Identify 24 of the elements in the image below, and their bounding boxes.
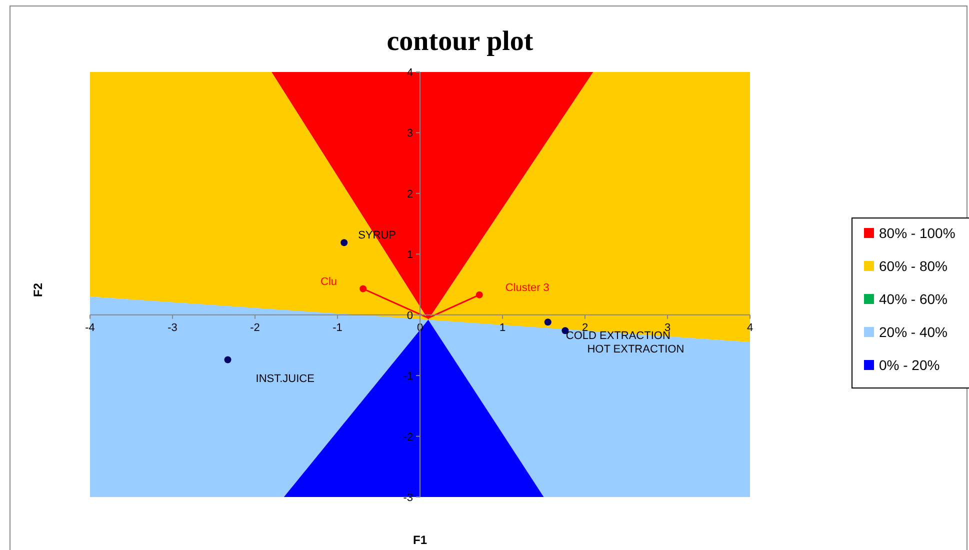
legend-label: 40% - 60% bbox=[879, 291, 948, 307]
legend-label: 20% - 40% bbox=[879, 324, 948, 340]
legend-label: 0% - 20% bbox=[879, 357, 940, 373]
annotation: HOT EXTRACTION bbox=[587, 344, 684, 356]
annotation: INST.JUICE bbox=[256, 372, 314, 385]
x-tick-label: 1 bbox=[499, 322, 506, 334]
x-tick-label: -1 bbox=[332, 322, 342, 334]
annotation: COLD EXTRACTION bbox=[566, 330, 670, 342]
y-tick-label: -1 bbox=[403, 370, 413, 383]
y-tick-label: 1 bbox=[406, 249, 413, 262]
chart-title: contour plot bbox=[386, 26, 534, 57]
x-tick-label: -4 bbox=[85, 322, 95, 334]
x-axis-title: F1 bbox=[412, 533, 428, 547]
y-tick-label: 3 bbox=[406, 128, 413, 140]
legend-label: 80% - 100% bbox=[879, 225, 956, 241]
legend-label: 60% - 80% bbox=[879, 258, 948, 274]
x-tick-label: -2 bbox=[250, 322, 260, 334]
x-tick-label: 4 bbox=[746, 322, 754, 334]
y-axis-title: F2 bbox=[31, 282, 45, 298]
y-tick-label: -2 bbox=[403, 431, 413, 444]
x-tick-label: -3 bbox=[168, 322, 178, 334]
text: Cluster 3 bbox=[505, 282, 550, 294]
text: Clu bbox=[320, 276, 338, 288]
y-tick-label: 2 bbox=[406, 188, 413, 200]
